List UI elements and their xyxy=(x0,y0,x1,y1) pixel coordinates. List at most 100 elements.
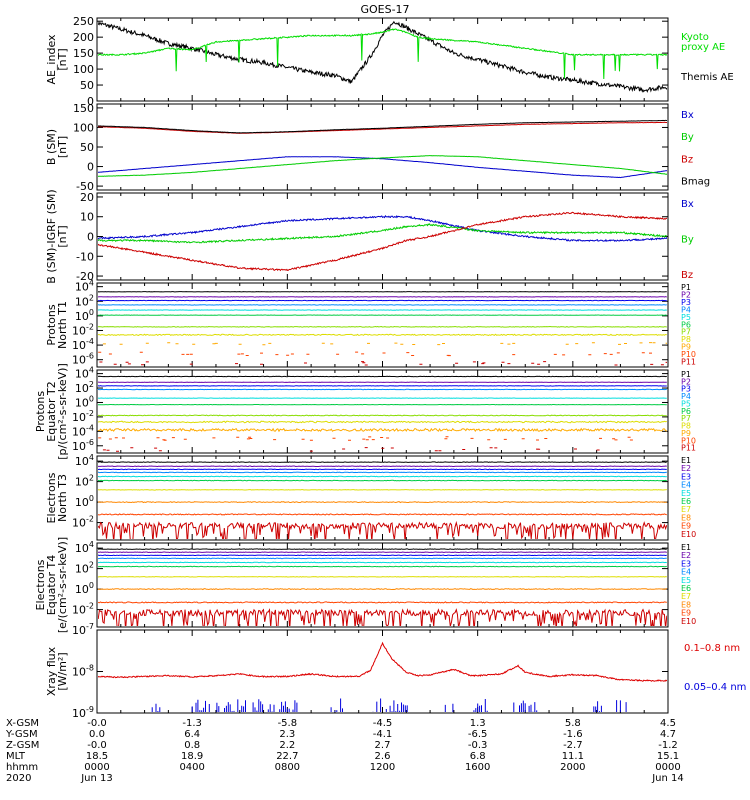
series-line xyxy=(151,698,627,712)
series-line xyxy=(102,342,667,346)
legend-label: 0.1–0.8 nm xyxy=(684,643,740,654)
y-tick-label: 102 xyxy=(75,561,94,576)
y-tick-label: 10-2 xyxy=(72,322,94,337)
tick-base: 10 xyxy=(72,425,86,438)
tick-exp: 2 xyxy=(89,380,94,389)
series-line xyxy=(98,223,667,244)
series-line xyxy=(98,608,667,626)
tick-exp: 4 xyxy=(89,279,94,288)
y-tick-label: 102 xyxy=(75,380,94,395)
y-axis-label: AE_index xyxy=(45,34,58,85)
x-row-label: 2020 xyxy=(6,773,31,784)
legend-label: By xyxy=(681,235,694,246)
y-tick-label: 104 xyxy=(75,453,94,468)
y-tick-label: 150 xyxy=(73,102,94,115)
tick-base: 10 xyxy=(75,563,89,576)
legend-label: P6 xyxy=(681,320,691,329)
legend-label: E3 xyxy=(681,559,691,568)
x-cell: 6.4 xyxy=(184,729,200,740)
legend-label: P11 xyxy=(681,444,696,453)
y-tick-label: 10-7 xyxy=(72,622,94,637)
x-cell: 2000 xyxy=(560,762,585,773)
tick-exp: -2 xyxy=(86,322,94,331)
y-tick-label: 10-2 xyxy=(72,409,94,424)
legend-label: P6 xyxy=(681,407,691,416)
legend-label: E10 xyxy=(681,617,696,626)
series-line xyxy=(98,548,667,550)
chart-panel-2: -50 0 50 100 150 B (SM)[nT] Bx By Bz Bmag xyxy=(45,102,710,193)
tick-exp: 0 xyxy=(89,581,94,590)
x-cell: -2.7 xyxy=(563,740,583,751)
y-axis-label: [nT] xyxy=(56,136,69,158)
y-tick-label: -20 xyxy=(76,270,94,283)
legend-label: E5 xyxy=(681,576,691,585)
y-tick-label: 100 xyxy=(75,394,94,409)
tick-base: 10 xyxy=(75,496,89,509)
legend-label: Kyoto xyxy=(681,32,709,43)
legend-label: P9 xyxy=(681,429,691,438)
x-cell: 15.1 xyxy=(657,751,679,762)
y-axis-label: Protons xyxy=(34,391,47,432)
legend-label: P2 xyxy=(681,290,691,299)
y-tick-label: 200 xyxy=(73,31,94,44)
x-cell: -5.8 xyxy=(278,718,298,729)
series-group xyxy=(98,641,667,712)
y-tick-label: 10-8 xyxy=(72,664,94,679)
legend-label: P8 xyxy=(681,422,691,431)
y-tick-label: -10 xyxy=(76,250,94,263)
tick-base: 10 xyxy=(72,517,86,530)
x-cell: -4.1 xyxy=(373,729,393,740)
legend-label: P10 xyxy=(681,350,696,359)
y-tick-label: 10-6 xyxy=(72,438,94,453)
legend-label: Bx xyxy=(681,199,694,210)
x-cell: 0000 xyxy=(84,762,109,773)
series-line xyxy=(99,361,667,366)
series-line xyxy=(98,436,633,441)
x-cell: -1.3 xyxy=(182,718,202,729)
y-tick-label: 100 xyxy=(75,494,94,509)
x-cell: 4.7 xyxy=(660,729,676,740)
tick-base: 10 xyxy=(75,382,89,395)
chart-panel-3: -20 -10 0 10 20 B (SM)-IGRF (SM)[nT] Bx By Bz xyxy=(45,189,694,283)
y-tick-label: 100 xyxy=(73,121,94,134)
tick-exp: -2 xyxy=(86,602,94,611)
series-line xyxy=(98,479,667,482)
y-axis-label: [W/m²] xyxy=(56,652,69,690)
series-group xyxy=(98,375,667,452)
series-line xyxy=(98,557,667,560)
series-line xyxy=(98,214,667,242)
series-line xyxy=(102,447,600,452)
x-cell: -0.3 xyxy=(468,740,488,751)
y-axis-label: B (SM)-IGRF (SM) xyxy=(45,189,58,283)
tick-exp: -6 xyxy=(86,438,94,447)
legend-label: E9 xyxy=(681,609,691,618)
legend-label: E4 xyxy=(681,481,691,490)
y-tick-label: 50 xyxy=(80,141,94,154)
legend-label: P1 xyxy=(681,370,691,379)
series-line xyxy=(98,520,667,539)
x-cell: 22.7 xyxy=(276,751,298,762)
legend-label: E6 xyxy=(681,497,691,506)
tick-base: 10 xyxy=(72,604,86,617)
y-tick-label: 10-4 xyxy=(72,423,94,438)
y-tick-label: 250 xyxy=(73,15,94,28)
legend-label: P10 xyxy=(681,436,696,445)
x-row-label: Z-GSM xyxy=(6,740,39,751)
y-tick-label: 10-4 xyxy=(72,337,94,352)
tick-exp: 0 xyxy=(89,394,94,403)
legend-label: E1 xyxy=(681,543,691,552)
tick-base: 10 xyxy=(72,324,86,337)
y-axis-label: [p/(cm²-s-sr-keV)] xyxy=(56,363,69,460)
tick-base: 10 xyxy=(72,707,86,720)
legend-label: P8 xyxy=(681,335,691,344)
y-axis-label: [e/(cm²-s-sr-keV)] xyxy=(56,537,69,633)
tick-exp: -2 xyxy=(86,409,94,418)
series-line xyxy=(98,465,667,468)
series-line xyxy=(98,501,667,504)
tick-exp: -9 xyxy=(86,705,94,714)
x-cell: 18.5 xyxy=(86,751,108,762)
legend-label: P11 xyxy=(681,358,696,367)
